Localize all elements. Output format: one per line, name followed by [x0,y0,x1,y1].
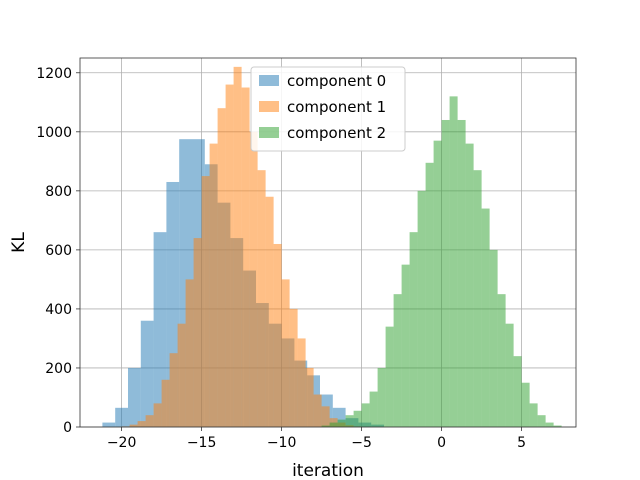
histogram-bar-component-2 [433,140,442,427]
x-tick-label: 0 [437,435,446,451]
legend-box [250,66,406,152]
histogram-bar-component-2 [401,264,410,427]
x-tick-label: −15 [187,435,217,451]
histogram-bar-component-2 [361,403,370,427]
legend-swatch-component-2 [259,127,279,138]
y-tick-label: 600 [45,243,72,259]
legend: component 0 component 1 component 2 [250,66,406,152]
histogram-bar-component-2 [481,208,490,427]
histogram-bar-component-0 [128,367,141,427]
y-tick-label: 800 [45,184,72,200]
histogram-bar-component-2 [521,382,530,427]
histogram-bar-component-2 [377,367,386,427]
y-tick-label: 0 [63,420,72,436]
histogram-bar-component-2 [409,232,418,427]
x-axis-label: iteration [292,461,364,480]
histogram-bar-component-1 [281,279,290,427]
histogram-bar-component-2 [441,119,450,427]
histogram-bar-component-2 [337,419,346,427]
histogram-bar-component-2 [321,425,330,427]
histogram-bar-component-0 [102,422,116,427]
histogram-bar-component-2 [393,294,402,427]
histogram-bar-component-0 [140,320,154,427]
histogram-bar-component-1 [257,170,266,427]
histogram-bar-component-2 [385,326,394,427]
histogram-bar-component-1 [145,415,154,427]
histogram-bar-component-1 [313,394,322,427]
histogram-bar-component-1 [209,143,218,427]
y-tick-label: 1200 [36,66,72,82]
x-tick-label: −5 [351,435,372,451]
legend-swatch-component-0 [259,75,279,86]
histogram-bar-component-2 [529,403,538,427]
histogram-bar-component-2 [513,356,522,427]
axis-ticks: −20 −15 −10 −5 0 5 0 200 400 600 800 1000 1200 [36,66,526,451]
histogram-bars [102,66,562,428]
histogram-bar-component-2 [545,422,554,427]
histogram-bar-component-1 [289,308,298,427]
histogram-bar-component-1 [241,87,250,428]
x-tick-label: −10 [267,435,297,451]
histogram-bar-component-1 [233,66,242,427]
plot-frame [79,57,577,428]
legend-label-component-0: component 0 [287,72,386,90]
histogram-bar-component-1 [217,108,226,428]
histogram-bar-component-2 [553,425,562,427]
y-axis-label: KL [9,232,29,253]
y-tick-label: 1000 [36,125,72,141]
histogram-bar-component-1 [153,403,162,427]
histogram-bar-component-2 [465,143,474,427]
legend-label-component-1: component 1 [287,98,386,116]
y-tick-label: 200 [45,361,72,377]
histogram-bar-component-0 [115,407,128,427]
histogram-bar-component-2 [489,249,498,427]
histogram-bar-component-2 [497,294,506,427]
histogram-bar-component-1 [193,238,202,427]
histogram-bar-component-1 [265,196,274,427]
histogram-bar-component-1 [201,176,210,427]
histogram-bar-component-2 [369,391,378,427]
histogram-bar-component-0 [153,232,167,427]
histogram-bar-component-1 [273,243,282,427]
histogram-bar-component-1 [161,379,170,427]
histogram-bar-component-1 [177,323,186,427]
histogram-bar-component-2 [417,190,426,427]
histogram-bar-component-2 [425,162,434,427]
legend-label-component-2: component 2 [287,124,386,142]
y-tick-label: 400 [45,302,72,318]
x-tick-label: 5 [517,435,526,451]
histogram-bar-component-2 [505,323,514,427]
histogram-bar-component-2 [353,410,362,427]
histogram-bar-component-1 [169,353,178,427]
histogram-bar-component-1 [225,84,234,428]
legend-swatch-component-1 [259,101,279,112]
histogram-bar-component-1 [129,424,138,427]
histogram-bar-component-1 [137,421,146,427]
histogram-bar-component-2 [449,96,458,427]
histogram-bar-component-1 [305,367,314,427]
histogram-bar-component-2 [473,170,482,427]
histogram-bar-component-2 [345,415,354,427]
x-tick-label: −20 [107,435,137,451]
histogram-bar-component-1 [321,406,330,427]
histogram-bar-component-1 [297,338,306,427]
histogram-bar-component-2 [537,415,546,427]
histogram-bar-component-2 [457,119,466,427]
histogram-bar-component-2 [329,422,338,427]
histogram-bar-component-1 [185,279,194,427]
histogram-bar-component-1 [249,131,258,428]
